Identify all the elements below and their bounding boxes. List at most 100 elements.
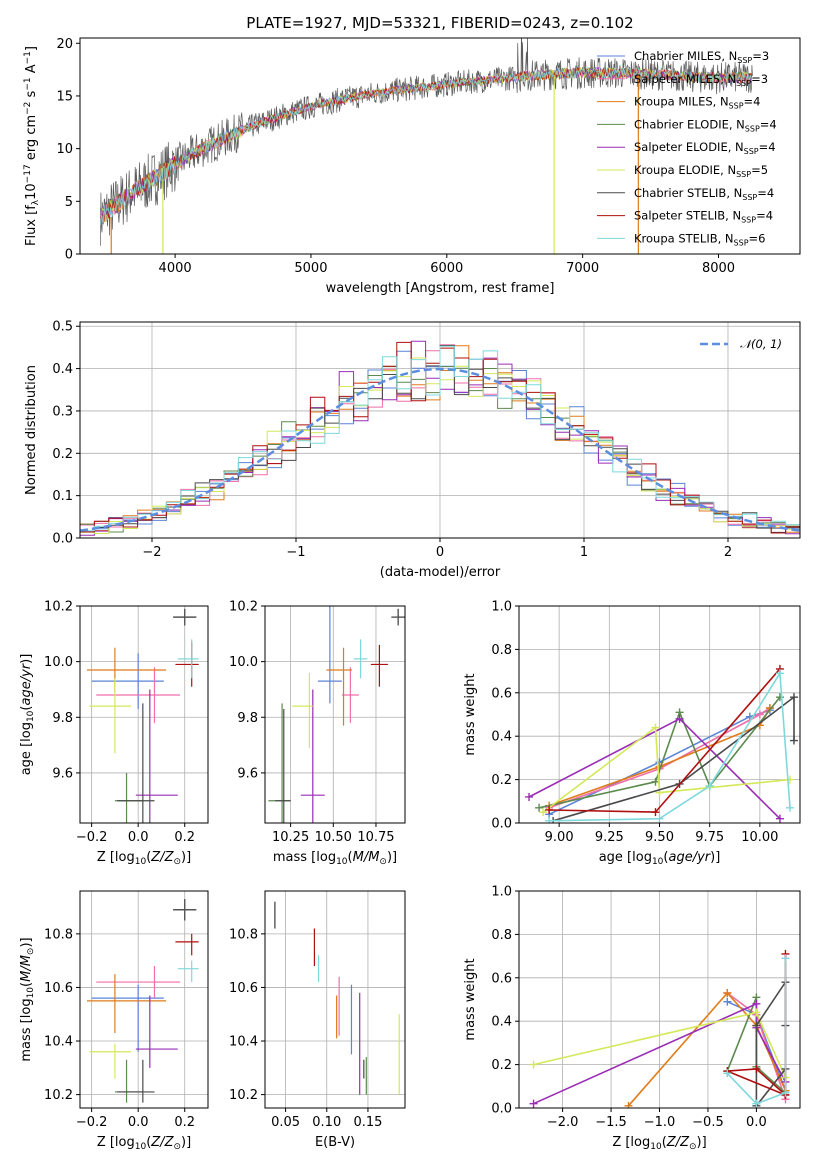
legend-sub: SSP: [737, 56, 752, 65]
y-tick-label: 15: [56, 89, 73, 104]
series-line: [548, 707, 771, 809]
age-vs-Z-point-7: [175, 642, 199, 687]
y-tick-label: 0.4: [491, 1015, 512, 1030]
y-label-part: 10: [26, 987, 36, 999]
legend-label-6: Chabrier STELIB, NSSP=4: [634, 186, 774, 202]
legend-name: Chabrier MILES, N: [634, 49, 737, 63]
x-label-part: 10: [652, 857, 664, 867]
y-label-part: age/yr: [19, 662, 34, 705]
y-axis-label: Flux [fλ10−17 erg cm−2 s−1 A−1]: [23, 46, 41, 246]
series-marker: [529, 1099, 538, 1108]
x-tick-label: 1: [580, 545, 588, 560]
legend-gaussian-label: 𝒩(0, 1): [740, 337, 782, 351]
age-vs-mass-point-6: [275, 708, 291, 823]
legend-nssp: =3: [751, 72, 768, 86]
series-marker: [752, 1008, 761, 1017]
weight-vs-age-series-8: [545, 669, 794, 823]
x-tick-label: 9.75: [695, 830, 724, 845]
y-axis-label: Normed distribution: [24, 365, 39, 495]
residuals-panel: −2 −1 0 1 2 0.0 0.1 0.2 0.3 0.4 0.5 (data-model)/er…: [24, 320, 801, 580]
weight-vs-age-series-5: [539, 723, 794, 817]
x-tick-label: 9.25: [595, 830, 624, 845]
y-tick-label: 10: [56, 142, 73, 157]
x-tick-label: 6000: [430, 261, 463, 276]
y-tick-label: 1.0: [491, 600, 512, 615]
age-vs-mass-point-3: [268, 703, 291, 823]
legend-label-1: Salpeter MILES, NSSP=3: [634, 72, 768, 88]
axes-frame: [79, 605, 209, 824]
x-tick-label: 10.75: [357, 830, 394, 845]
x-label-part: Z [log: [97, 850, 135, 865]
mass-vs-Z-point-8: [177, 960, 199, 983]
legend-sub: SSP: [729, 102, 744, 111]
x-label-part: 10: [336, 857, 348, 867]
legend-nssp: =4: [759, 140, 776, 154]
age-vs-Z-point-6: [117, 703, 155, 823]
series-marker: [755, 710, 764, 719]
mass-vs-Z-point-2: [86, 974, 167, 1033]
y-tick-label: 10.0: [229, 655, 258, 670]
y-label-part: (: [19, 706, 34, 711]
x-tick-label: 8000: [702, 261, 735, 276]
axes-frame: [518, 605, 801, 824]
residuals-plot: [80, 340, 800, 536]
series-marker: [675, 714, 684, 723]
series-marker: [535, 803, 544, 812]
y-tick-label: 10.2: [44, 1088, 73, 1103]
age-vs-Z-point-5: [89, 678, 132, 754]
series-marker: [781, 1088, 790, 1097]
legend-name: Kroupa STELIB, N: [634, 231, 734, 245]
y-tick-label: 0.6: [491, 971, 512, 986]
x-tick-label: 0.2: [174, 1115, 195, 1130]
x-label-part: M/M: [353, 850, 380, 865]
weight-vs-Z-series-2: [624, 988, 790, 1108]
series-marker: [525, 792, 534, 801]
age-vs-mass-point-7: [370, 644, 388, 687]
weight-vs-age-plot: [525, 664, 798, 823]
legend-label-5: Kroupa ELODIE, NSSP=5: [634, 163, 768, 179]
histogram-series-8: [80, 345, 800, 532]
x-label-part: )]: [710, 850, 720, 865]
legend-nssp: =6: [749, 231, 766, 245]
x-label-part: (: [663, 850, 668, 865]
legend-sub: SSP: [736, 170, 751, 179]
spectrum-series-8: [100, 67, 753, 226]
series-marker: [705, 782, 714, 791]
y-tick-label: 10.6: [44, 981, 73, 996]
x-axis-label: mass [log10(M/M⊙)]: [273, 850, 397, 867]
y-label-part: s: [24, 90, 39, 101]
y-tick-label: 9.6: [237, 766, 258, 781]
legend-name: Kroupa MILES, N: [634, 95, 729, 109]
legend-nssp: =4: [760, 117, 777, 131]
age-vs-Z-panel: −0.2 0.0 0.29.69.810.010.2Z [log10(Z/Z⊙)]a…: [19, 600, 209, 867]
y-label-part: −1: [23, 51, 33, 64]
series-marker: [539, 808, 548, 817]
mass-vs-Z-point-5: [89, 1043, 132, 1079]
age-vs-Z-plot: [86, 608, 199, 823]
y-tick-label: 5: [65, 195, 73, 210]
x-axis-label: Z [log10(Z/Z⊙)]: [97, 850, 191, 867]
x-label-part: ⊙: [689, 1142, 697, 1152]
mass-vs-Z-point-3: [114, 1059, 143, 1103]
axes-frame: [264, 605, 406, 824]
x-label-part: )]: [181, 850, 191, 865]
weight-vs-age-series-4: [525, 714, 784, 823]
x-tick-label: 9.50: [645, 830, 674, 845]
x-tick-label: 0: [436, 545, 444, 560]
y-tick-label: 0.0: [491, 817, 512, 832]
y-label-part: ]: [24, 46, 39, 51]
y-tick-label: 0.6: [491, 686, 512, 701]
y-label-part: mass weight: [463, 673, 478, 755]
x-label-part: wavelength [Angstrom, rest frame]: [326, 281, 555, 296]
x-axis-label: E(B-V): [315, 1135, 355, 1150]
age-vs-mass-point-5: [292, 672, 313, 748]
series-line: [726, 958, 787, 1105]
x-label-part: )]: [697, 1135, 707, 1150]
series-marker: [785, 803, 794, 812]
x-tick-label: 0.2: [174, 830, 195, 845]
x-label-part: ⊙: [173, 857, 181, 867]
series-marker: [781, 954, 790, 963]
x-label-part: (: [146, 850, 151, 865]
y-tick-label: 0.8: [491, 643, 512, 658]
legend-label-0: Chabrier MILES, NSSP=3: [634, 49, 769, 65]
